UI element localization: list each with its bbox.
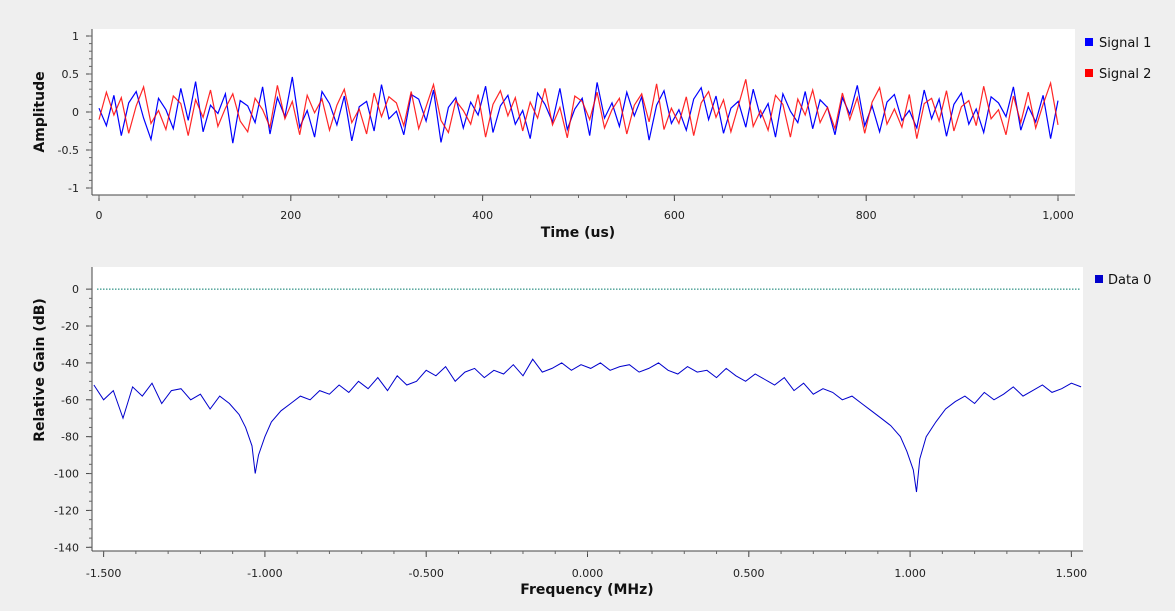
legend-item-data-0[interactable]: Data 0 [1095,273,1151,288]
y-tick-label: 0 [72,106,79,119]
frequency-plot-series-group [93,358,1082,493]
x-tick-label: 1,000 [1042,209,1074,222]
legend-swatch-data-0 [1095,275,1103,283]
x-tick-label: -1.000 [247,567,282,580]
y-tick-label: -100 [54,468,79,481]
y-tick-label: -120 [54,504,79,517]
frequency-plot-canvas[interactable] [92,267,1083,551]
frequency-plot-legend: Data 0 [1095,273,1151,288]
x-tick-label: 0.000 [572,567,604,580]
x-tick-label: 600 [664,209,685,222]
frequency-plot-panel: 0 -20 -40 -60 -80 -100 -120 -140 -1.500 -1.000 -0… [32,267,1151,598]
frequency-plot-y-ticks: 0 -20 -40 -60 -80 -100 -120 -140 [54,283,92,554]
y-tick-label: -80 [61,431,79,444]
legend-label-data-0: Data 0 [1108,273,1151,288]
time-plot-x-ticks: 0 200 400 600 800 1,000 [96,195,1074,222]
y-tick-label: -1 [68,182,79,195]
frequency-plot-y-title: Relative Gain (dB) [32,298,48,442]
x-tick-label: 200 [280,209,301,222]
y-tick-label: -140 [54,541,79,554]
x-tick-label: 800 [856,209,877,222]
y-tick-label: -20 [61,320,79,333]
y-tick-label: -60 [61,394,79,407]
frequency-plot-x-title: Frequency (MHz) [520,582,653,598]
time-plot-series-group [98,76,1059,144]
x-tick-label: 400 [472,209,493,222]
series-line-data-0 [93,358,1082,493]
y-tick-label: 0 [72,283,79,296]
legend-item-signal-1[interactable]: Signal 1 [1085,36,1151,51]
x-tick-label: 0 [96,209,103,222]
legend-label-signal-1: Signal 1 [1099,36,1151,51]
series-line-signal-2 [98,79,1059,139]
x-tick-label: 1.000 [894,567,926,580]
y-tick-label: -0.5 [58,144,79,157]
legend-item-signal-2[interactable]: Signal 2 [1085,67,1151,82]
legend-swatch-signal-1 [1085,38,1093,46]
x-tick-label: -1.500 [86,567,121,580]
legend-swatch-signal-2 [1085,69,1093,77]
time-plot-y-title: Amplitude [32,71,48,152]
time-plot-legend: Signal 1 Signal 2 [1085,36,1151,82]
y-tick-label: 0.5 [62,68,80,81]
legend-label-signal-2: Signal 2 [1099,67,1151,82]
time-plot-canvas[interactable] [92,29,1075,195]
y-tick-label: 1 [72,30,79,43]
x-tick-label: 0.500 [733,567,765,580]
x-tick-label: 1.500 [1056,567,1088,580]
time-plot-panel: 1 0.5 0 -0.5 -1 0 200 400 600 800 1,000 Time (us)… [32,29,1151,241]
time-plot-y-ticks: 1 0.5 0 -0.5 -1 [58,30,92,195]
x-tick-label: -0.500 [408,567,443,580]
frequency-plot-x-ticks: -1.500 -1.000 -0.500 0.000 0.500 1.000 1.500 [86,551,1087,580]
y-tick-label: -40 [61,357,79,370]
time-plot-x-title: Time (us) [541,225,615,241]
